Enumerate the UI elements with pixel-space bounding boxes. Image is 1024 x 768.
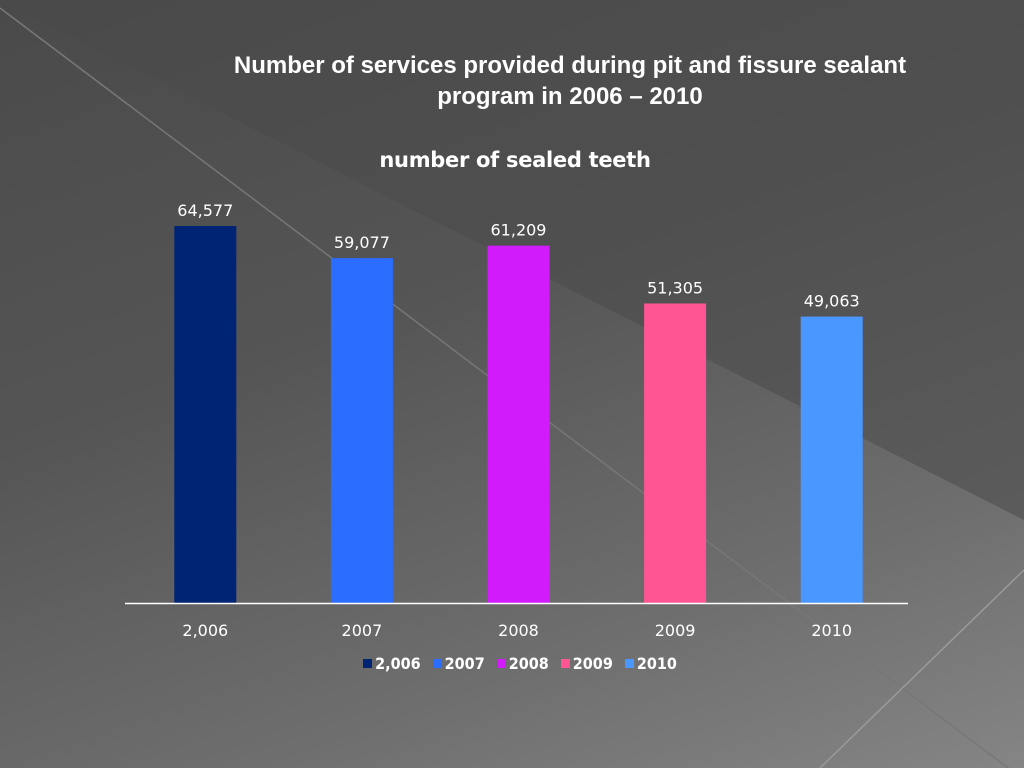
legend-label: 2009 <box>572 654 613 673</box>
data-label: 51,305 <box>647 278 703 297</box>
legend-item: 2008 <box>496 654 549 673</box>
slide-title-line-1: Number of services provided during pit a… <box>233 52 907 79</box>
x-tick-label: 2009 <box>655 621 696 640</box>
slide-title-line-2: program in 2006 – 2010 <box>437 83 703 110</box>
bar-2010 <box>800 316 863 603</box>
legend-item: 2009 <box>560 654 613 673</box>
x-tick-label: 2008 <box>498 621 539 640</box>
legend-swatch <box>624 659 634 668</box>
legend-label: 2010 <box>636 654 677 673</box>
legend-swatch <box>363 659 373 668</box>
chart-legend: 2,006 2007 2008 2009 2010 <box>0 654 1024 673</box>
x-tick-label: 2007 <box>342 621 383 640</box>
bar-2007 <box>330 258 393 603</box>
legend-swatch <box>432 659 442 668</box>
data-label: 59,077 <box>334 233 390 252</box>
data-label: 49,063 <box>804 292 860 311</box>
background-diagonal-line-2 <box>819 569 1024 768</box>
legend-label: 2007 <box>444 654 485 673</box>
bar-2006 <box>174 226 237 603</box>
legend-swatch <box>496 659 506 668</box>
x-tick-label: 2,006 <box>182 621 228 640</box>
bar-2008 <box>487 245 550 603</box>
data-label: 64,577 <box>177 201 233 220</box>
slide-title: Number of services provided during pit a… <box>140 50 1000 112</box>
legend-label: 2,006 <box>375 654 421 673</box>
legend-label: 2008 <box>508 654 549 673</box>
legend-item: 2007 <box>432 654 485 673</box>
x-tick-label: 2010 <box>811 621 852 640</box>
legend-swatch <box>560 659 570 668</box>
bar-2009 <box>644 303 707 603</box>
legend-item: 2,006 <box>363 654 421 673</box>
chart-title: number of sealed teeth <box>379 148 651 172</box>
data-label: 61,209 <box>491 221 547 240</box>
legend-item: 2010 <box>624 654 677 673</box>
